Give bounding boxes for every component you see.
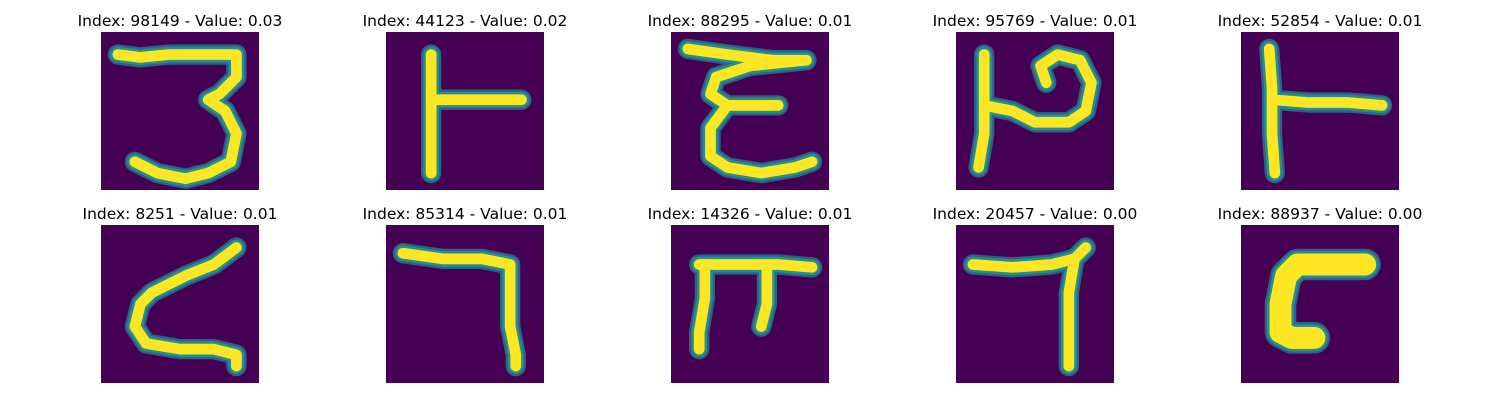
glyph-image: [101, 225, 259, 383]
panel-9: Index: 20457 - Value: 0.00: [905, 203, 1165, 393]
panel-title: Index: 85314 - Value: 0.01: [362, 205, 568, 223]
glyph-image: [671, 225, 829, 383]
glyph-image: [1241, 225, 1399, 383]
panel-5: Index: 52854 - Value: 0.01: [1190, 10, 1450, 200]
panel-title: Index: 95769 - Value: 0.01: [932, 12, 1138, 30]
panel-title: Index: 52854 - Value: 0.01: [1217, 12, 1423, 30]
panel-4: Index: 95769 - Value: 0.01: [905, 10, 1165, 200]
glyph-image: [671, 32, 829, 190]
panel-8: Index: 14326 - Value: 0.01: [620, 203, 880, 393]
panel-title: Index: 98149 - Value: 0.03: [77, 12, 283, 30]
panel-6: Index: 8251 - Value: 0.01: [50, 203, 310, 393]
glyph-image: [956, 225, 1114, 383]
panel-2: Index: 44123 - Value: 0.02: [335, 10, 595, 200]
panel-3: Index: 88295 - Value: 0.01: [620, 10, 880, 200]
panel-1: Index: 98149 - Value: 0.03: [50, 10, 310, 200]
panel-10: Index: 88937 - Value: 0.00: [1190, 203, 1450, 393]
panel-title: Index: 88295 - Value: 0.01: [647, 12, 853, 30]
panel-title: Index: 44123 - Value: 0.02: [362, 12, 568, 30]
panel-title: Index: 20457 - Value: 0.00: [932, 205, 1138, 223]
glyph-image: [386, 225, 544, 383]
glyph-image: [1241, 32, 1399, 190]
glyph-image: [956, 32, 1114, 190]
glyph-image: [101, 32, 259, 190]
glyph-image: [386, 32, 544, 190]
panel-title: Index: 14326 - Value: 0.01: [647, 205, 853, 223]
panel-title: Index: 8251 - Value: 0.01: [82, 205, 278, 223]
panel-title: Index: 88937 - Value: 0.00: [1217, 205, 1423, 223]
panel-7: Index: 85314 - Value: 0.01: [335, 203, 595, 393]
